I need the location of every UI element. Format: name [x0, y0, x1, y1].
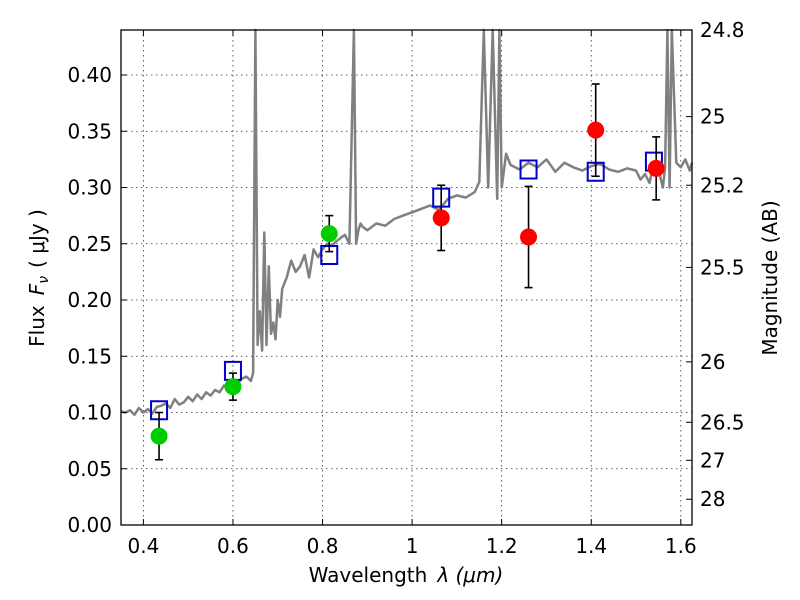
- x-tick-label: 0.4: [127, 534, 159, 558]
- y-axis-title: FluxFν( μJy ): [25, 209, 52, 347]
- x-tick-label: 1: [406, 534, 419, 558]
- x-tick-label: 1.4: [575, 534, 607, 558]
- y2-tick-label: 26: [700, 350, 725, 374]
- y2-tick-label: 28: [700, 487, 725, 511]
- y-tick-label: 0.15: [67, 344, 112, 368]
- y2-tick-label: 27: [700, 448, 725, 472]
- observed-flux-point: [224, 378, 242, 396]
- y2-tick-label: 26.5: [700, 410, 745, 434]
- x-tick-label: 0.6: [217, 534, 249, 558]
- sed-line: [120, 28, 694, 417]
- x-tick-label: 1.2: [486, 534, 518, 558]
- y2-tick-label: 24.8: [700, 18, 745, 42]
- y-tick-label: 0.20: [67, 288, 112, 312]
- x-tick-label: 0.8: [307, 534, 339, 558]
- photometry-layer: [150, 83, 665, 461]
- observed-flux-point: [432, 209, 450, 227]
- y-tick-label: 0.40: [67, 63, 112, 87]
- model-flux-marker: [519, 159, 538, 180]
- observed-flux-point: [320, 225, 338, 243]
- observed-flux-point: [587, 121, 605, 139]
- y-tick-label: 0.35: [67, 119, 112, 143]
- y2-tick-label: 25: [700, 105, 725, 129]
- observed-flux-point: [150, 427, 168, 445]
- y-tick-label: 0.05: [67, 457, 112, 481]
- axis-ticks: 0.4 0.6 0.8 1 1.2 1.4 1.6 0.00 0.05 0.10 0.15 0.20 0…: [67, 18, 744, 558]
- grid-lines: [121, 30, 692, 526]
- plot-frame: [120, 29, 693, 526]
- y-tick-label: 0.30: [67, 176, 112, 200]
- x-axis-title: Wavelength λ (μm): [309, 563, 504, 587]
- model-sed-layer: [120, 28, 694, 417]
- y-tick-label: 0.10: [67, 401, 112, 425]
- y2-tick-label: 25.2: [700, 173, 745, 197]
- y2-tick-label: 25.5: [700, 255, 745, 279]
- y2-axis-title: Magnitude (AB): [758, 200, 782, 355]
- y-tick-label: 0.00: [67, 513, 112, 537]
- y-tick-label: 0.25: [67, 232, 112, 256]
- x-tick-label: 1.6: [665, 534, 697, 558]
- observed-flux-point: [520, 228, 538, 246]
- observed-flux-point: [647, 159, 665, 177]
